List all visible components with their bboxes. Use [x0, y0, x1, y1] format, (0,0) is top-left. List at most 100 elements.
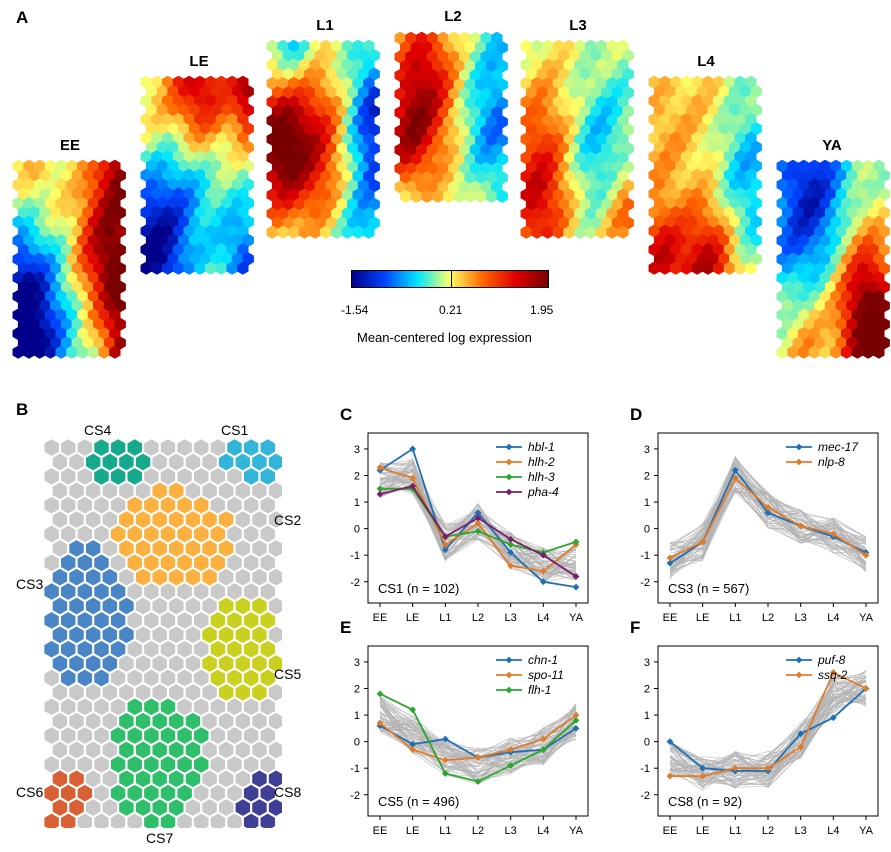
som-hex-cell — [421, 133, 433, 148]
som-hex-cell — [50, 261, 62, 276]
som-hex-cell — [172, 224, 185, 238]
som-hex-cell — [432, 78, 444, 92]
cluster-hex-cell — [218, 769, 235, 789]
cluster-hex-cell — [143, 438, 160, 457]
cluster-hex-cell — [268, 567, 282, 587]
som-hex-cell — [298, 169, 311, 183]
som-hex-cell — [210, 122, 222, 136]
som-hex-cell — [71, 261, 83, 276]
som-hex-cell — [231, 233, 244, 247]
som-hex-cell — [718, 84, 730, 99]
cluster-hex-cell — [68, 510, 85, 529]
som-hex-cell — [352, 58, 364, 72]
cluster-hex-cell — [159, 467, 177, 486]
som-hex-cell — [595, 114, 608, 128]
cluster-hex-cell — [93, 726, 110, 745]
som-hex-cell — [739, 84, 752, 99]
som-hex-cell — [347, 67, 359, 81]
som-hex-cell — [750, 233, 762, 247]
som-hex-cell — [288, 132, 300, 146]
som-hex-cell — [103, 336, 116, 350]
cluster-hex-cell — [118, 740, 135, 760]
cluster-hex-cell — [209, 812, 226, 828]
som-hex-cell — [595, 169, 608, 183]
som-hex-cell — [151, 224, 163, 238]
som-hex-cell — [723, 243, 736, 257]
som-hex-cell — [314, 67, 327, 81]
x-tick-label: L1 — [729, 612, 741, 624]
som-hex-cell — [330, 95, 343, 109]
som-hex-cell — [617, 151, 629, 165]
som-hex-cell — [442, 59, 455, 73]
som-hex-cell — [707, 233, 719, 247]
som-hex-cell — [480, 68, 492, 82]
som-hex-cell — [405, 106, 417, 120]
som-hex-cell — [469, 180, 482, 194]
cluster-hex-cell — [243, 755, 260, 774]
cluster-hex-cell — [184, 625, 201, 645]
som-hex-cell — [330, 114, 343, 128]
som-hex-cell — [707, 122, 719, 136]
som-hex-cell — [696, 215, 709, 229]
som-hex-cell — [584, 151, 597, 165]
som-hex-cell — [114, 243, 126, 257]
som-hex-cell — [172, 112, 185, 126]
som-hex-cell — [781, 261, 794, 276]
som-hex-cell — [34, 234, 46, 248]
som-hex-cell — [531, 207, 543, 221]
som-hex-cell — [242, 177, 254, 192]
som-hex-cell — [792, 187, 804, 201]
som-hex-cell — [151, 131, 163, 145]
cluster-hex-cell — [76, 697, 93, 717]
cluster-hex-cell — [193, 697, 210, 717]
som-hex-cell — [606, 40, 618, 53]
cluster-hex-cell — [143, 524, 160, 544]
cluster-hex-cell — [168, 539, 185, 558]
som-hex-cell — [680, 243, 693, 257]
som-hex-cell — [595, 40, 608, 53]
som-hex-cell — [210, 140, 222, 154]
som-hex-cell — [734, 112, 746, 126]
som-hex-cell — [712, 168, 725, 182]
data-point — [764, 503, 772, 511]
cluster-hex-cell — [243, 582, 260, 601]
som-hex-cell — [28, 168, 40, 183]
som-hex-cell — [622, 104, 634, 118]
som-hex-cell — [686, 252, 698, 266]
y-tick-label: 1 — [354, 497, 360, 509]
cluster-hex-cell — [151, 740, 168, 760]
data-point — [666, 559, 674, 567]
som-hex-cell — [363, 76, 375, 90]
x-tick-label: YA — [569, 825, 584, 837]
data-point — [572, 716, 580, 724]
som-hex-cell — [857, 206, 869, 220]
cluster-label-cs6: CS6 — [16, 784, 44, 800]
som-hex-cell — [172, 243, 185, 257]
som-hex-cell — [750, 159, 762, 173]
som-hex-cell — [808, 234, 821, 248]
cluster-hex-cell — [268, 510, 282, 529]
data-point — [507, 541, 515, 548]
stage-label-le: LE — [189, 53, 209, 70]
som-hex-cell — [12, 178, 24, 192]
cluster-hex-cell — [226, 783, 243, 803]
som-hex-cell — [808, 289, 821, 303]
som-hex-cell — [542, 58, 554, 72]
som-hex-cell — [574, 132, 586, 146]
cluster-hex-cell — [234, 654, 251, 673]
cluster-hex-cell — [60, 582, 77, 601]
cluster-hex-cell — [60, 611, 77, 630]
cluster-hex-cell — [51, 740, 68, 760]
som-hex-cell — [814, 336, 826, 350]
som-hex-cell — [862, 234, 874, 248]
som-hex-cell — [298, 151, 311, 165]
som-hex-cell — [606, 151, 618, 165]
data-point — [409, 746, 417, 753]
cluster-hex-cell — [126, 755, 143, 774]
som-hex-cell — [464, 96, 476, 110]
som-hex-cell — [266, 169, 278, 183]
som-hex-cell — [739, 215, 752, 229]
data-point — [539, 551, 547, 559]
som-hex-cell — [87, 345, 100, 359]
som-hex-cell — [835, 187, 847, 201]
